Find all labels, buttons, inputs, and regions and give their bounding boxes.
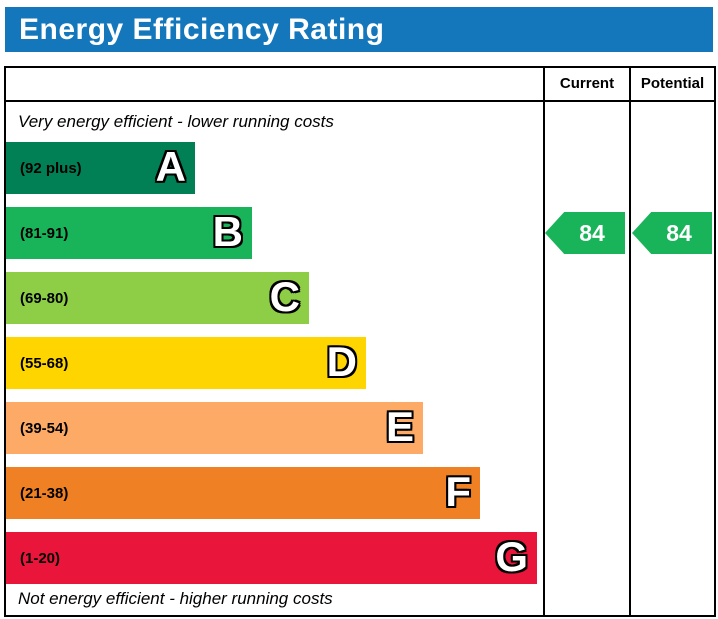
band-g-letter: G [495,533,528,581]
potential-rating-value: 84 [666,219,692,246]
current-rating-arrow: 84 [545,212,625,254]
band-f-letter: F [445,468,471,516]
band-c: (69-80) C [6,272,309,324]
band-d-letter: D [326,338,357,386]
rating-bands: (92 plus) A (81-91) B (69-80) C (55-68) … [6,142,543,584]
chart-header-row: Current Potential [6,68,714,102]
potential-column-divider [629,68,631,615]
header-spacer [6,68,545,100]
band-c-letter: C [269,273,300,321]
band-c-range: (69-80) [20,289,69,307]
page-title: Energy Efficiency Rating [19,12,385,46]
top-note: Very energy efficient - lower running co… [18,112,334,131]
potential-rating-arrow: 84 [632,212,712,254]
band-d-range: (55-68) [20,354,69,372]
band-e-letter: E [385,403,414,451]
band-e-range: (39-54) [20,419,69,437]
band-f-range: (21-38) [20,484,69,502]
band-b: (81-91) B [6,207,252,259]
band-a-letter: A [155,143,186,191]
band-f: (21-38) F [6,467,480,519]
band-d: (55-68) D [6,337,366,389]
band-a-range: (92 plus) [20,159,82,177]
band-g-range: (1-20) [20,549,61,567]
current-column-header: Current [559,75,615,92]
page-title-bar: Energy Efficiency Rating [5,7,713,52]
bottom-note: Not energy efficient - higher running co… [18,589,333,608]
current-rating-value: 84 [579,219,605,246]
band-g: (1-20) G [6,532,537,584]
current-column-divider [543,68,545,615]
band-b-letter: B [212,208,243,256]
energy-rating-chart: Current Potential Very energy efficient … [4,66,716,617]
potential-column-header: Potential [640,75,705,92]
band-e: (39-54) E [6,402,423,454]
band-b-range: (81-91) [20,224,69,242]
band-a: (92 plus) A [6,142,195,194]
